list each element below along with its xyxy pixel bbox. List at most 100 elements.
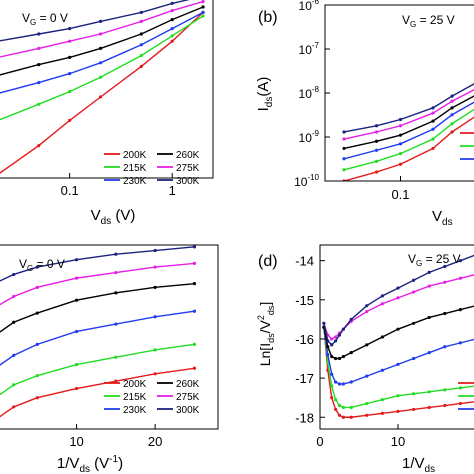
panel-c-point-260K-4 — [114, 291, 118, 295]
panel-a-point-260K-1 — [37, 63, 41, 67]
panel-c-point-230K-6 — [192, 309, 197, 313]
panel-d-point-230K-3 — [334, 380, 338, 384]
panel-d-xtick-label-1: 10 — [391, 434, 405, 449]
panel-b-point-230K-4 — [450, 113, 454, 117]
panel-d-point-260K-1 — [326, 345, 330, 349]
panel-a-point-215K-4 — [139, 54, 143, 58]
panel-c-point-215K-6 — [192, 342, 197, 346]
panel-a-point-215K-1 — [37, 102, 41, 106]
panel-b-xlabel-main: V — [432, 208, 442, 225]
panel-c-legend-label-260K: 260K — [176, 379, 200, 390]
panel-c-point-275K-4 — [114, 271, 118, 275]
panel-b-ytick-label-4: 10-6 — [299, 0, 320, 13]
panel-b-point-275K-3 — [431, 111, 435, 115]
panel-d-point-215K-2 — [330, 384, 334, 388]
panel-b-series-line-275K — [343, 88, 474, 140]
panel-c-point-275K-3 — [74, 276, 79, 280]
panel-c-frame — [0, 244, 219, 430]
panel-b-condition-v: V — [402, 13, 410, 27]
panel-d-point-215K-13 — [458, 386, 462, 390]
panel-d-point-230K-13 — [458, 341, 462, 345]
panel-c-legend-label-300K: 300K — [176, 405, 200, 416]
panel-d-point-200K-2 — [330, 396, 334, 400]
panel-b-point-200K-3 — [431, 146, 435, 151]
panel-a-condition-sub: G — [30, 18, 36, 27]
panel-d-condition-sub: G — [416, 259, 422, 268]
panel-c-condition-sub: G — [27, 264, 33, 273]
panel-a-point-200K-3 — [98, 95, 103, 99]
panel-d-point-230K-9 — [396, 362, 400, 367]
panel-a-point-300K-4 — [139, 10, 143, 14]
panel-d-point-230K-4 — [337, 382, 342, 386]
panel-c-point-260K-1 — [12, 320, 16, 324]
panel-b-ytick-label-1: 10-9 — [299, 129, 320, 145]
panel-c-point-200K-1 — [12, 405, 16, 409]
panel-c-point-200K-4 — [114, 379, 118, 383]
panel-c-point-300K-2 — [35, 265, 39, 269]
panel-c-point-215K-4 — [114, 355, 118, 359]
panel-d-ylabel-sub: ds — [266, 333, 276, 343]
panel-d-point-200K-11 — [427, 405, 431, 410]
panel-d-point-260K-4 — [337, 356, 342, 361]
panel-d-point-200K-3 — [334, 407, 338, 412]
panel-a-point-215K-6 — [201, 14, 205, 18]
panel-d-point-200K-10 — [412, 407, 416, 412]
panel-d-point-260K-13 — [458, 307, 462, 312]
panel-d-point-300K-13 — [458, 259, 462, 263]
panel-b-point-200K-2 — [398, 162, 403, 166]
panel-a-point-215K-2 — [68, 90, 72, 94]
panel-d-point-230K-2 — [330, 372, 334, 376]
panel-b-point-200K-4 — [450, 130, 454, 134]
panel-b-point-300K-0 — [342, 130, 346, 134]
panel-b-point-260K-4 — [450, 106, 454, 110]
panel-a-point-275K-2 — [68, 39, 72, 43]
panel-a-point-300K-3 — [98, 19, 103, 23]
panel-a-point-260K-6 — [201, 5, 205, 9]
panel-a-legend-label-260K: 260K — [176, 150, 200, 161]
panel-d-point-260K-2 — [330, 354, 334, 359]
panel-d-point-215K-8 — [380, 398, 384, 402]
panel-d-point-230K-6 — [349, 380, 353, 384]
panel-a-point-215K-5 — [170, 34, 174, 38]
panel-d-point-260K-9 — [396, 327, 400, 331]
panel-a-point-275K-3 — [98, 32, 103, 36]
panel-b-series-line-200K — [343, 116, 474, 181]
panel-a-point-230K-5 — [170, 27, 174, 31]
panel-d-point-300K-10 — [412, 278, 416, 282]
panel-a-point-260K-4 — [139, 32, 143, 36]
panel-d-point-215K-7 — [365, 401, 369, 406]
panel-d-point-260K-7 — [365, 343, 369, 347]
panel-b-point-275K-1 — [374, 130, 379, 134]
panel-c-legend-label-275K: 275K — [176, 392, 200, 403]
panel-b-point-275K-2 — [398, 124, 403, 128]
panel-d-point-230K-10 — [412, 356, 416, 361]
panel-d-condition-rest: = 25 V — [422, 252, 460, 266]
panel-d-ytick-label-2: -16 — [295, 332, 314, 347]
panel-b-condition-rest: = 25 V — [416, 13, 454, 27]
panel-d-point-275K-3 — [334, 335, 338, 339]
panel-b-ytick-exp-4: -6 — [312, 0, 320, 6]
panel-c-point-230K-3 — [74, 329, 79, 334]
panel-b-ytick-exp-3: -7 — [312, 41, 320, 50]
panel-d-point-260K-8 — [380, 335, 384, 339]
panel-d-point-215K-9 — [396, 394, 400, 398]
panel-b-ytick-exp-2: -8 — [312, 85, 320, 94]
panel-a-point-230K-4 — [139, 43, 143, 47]
panel-d-ytick-label-0: -18 — [295, 410, 314, 425]
panel-c-point-300K-6 — [192, 245, 197, 249]
panel-b-xlabel: Vds — [432, 208, 453, 228]
panel-a-legend-label-215K: 215K — [123, 163, 147, 174]
panel-a-legend-label-275K: 275K — [176, 163, 200, 174]
panel-c-point-275K-1 — [12, 294, 16, 299]
panel-d-series-line-200K — [323, 327, 474, 418]
panel-d-point-215K-4 — [337, 403, 342, 408]
panel-d-point-275K-7 — [365, 309, 369, 314]
panel-b-series-line-230K — [343, 101, 474, 160]
panel-a-xtick-label-0: 0.1 — [61, 183, 79, 198]
panel-a-point-230K-2 — [68, 72, 72, 76]
panel-d-plot — [322, 254, 474, 419]
panel-b-ytick-base-2: 10 — [299, 87, 313, 101]
panel-d-ytick-label-3: -15 — [295, 293, 314, 308]
panel-d-point-300K-2 — [330, 343, 334, 347]
panel-d-ylabel-close: ] — [257, 302, 273, 306]
